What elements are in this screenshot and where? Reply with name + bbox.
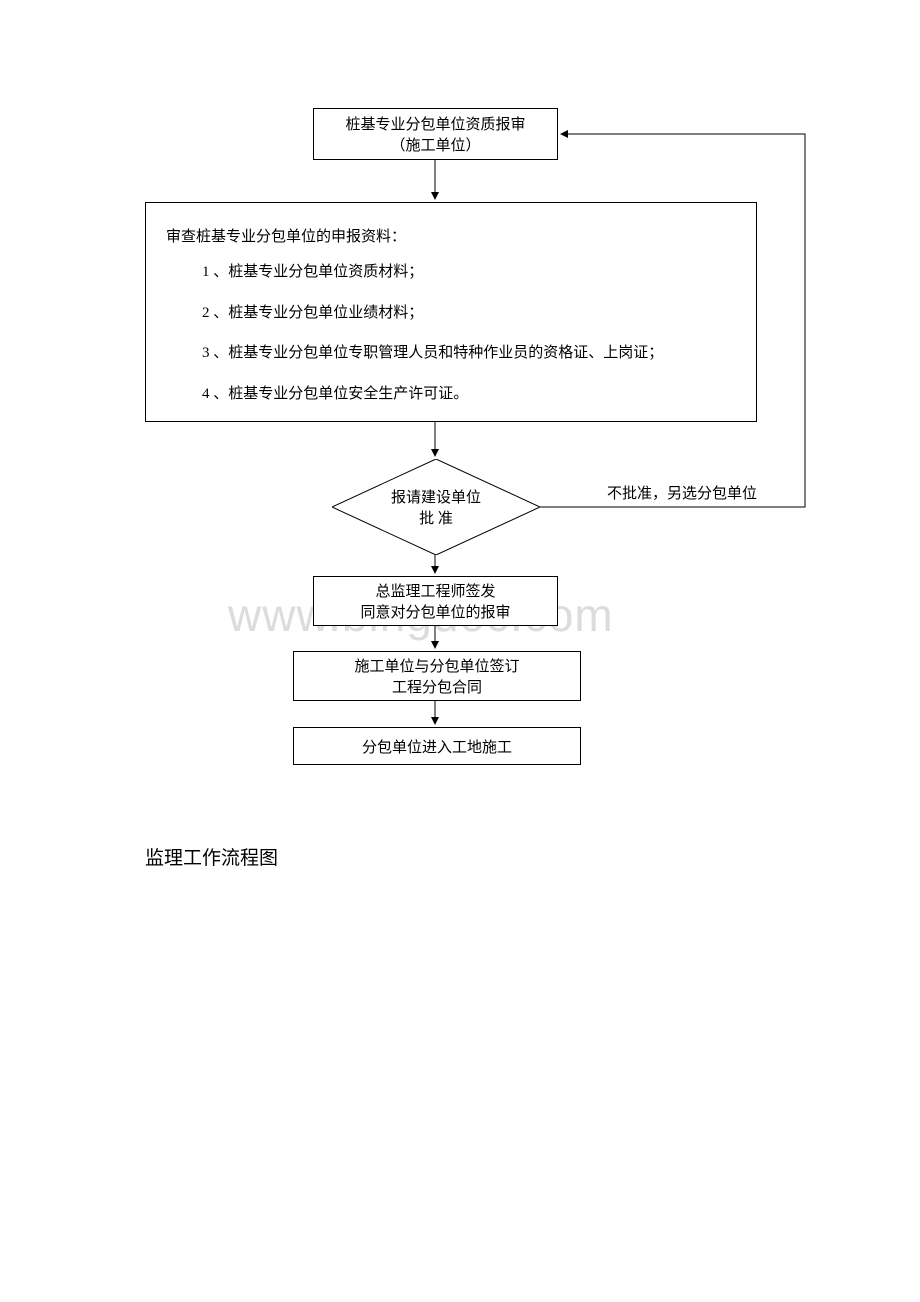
node-review-materials: 审查桩基专业分包单位的申报资料： 1 、桩基专业分包单位资质材料； 2 、桩基专… (145, 202, 757, 422)
node-sign-contract: 施工单位与分包单位签订 工程分包合同 (293, 651, 581, 701)
node-submit-qualification: 桩基专业分包单位资质报审 （施工单位） (313, 108, 558, 160)
list-heading: 审查桩基专业分包单位的申报资料： (166, 225, 736, 246)
flowchart-caption: 监理工作流程图 (145, 843, 278, 870)
node-line: 桩基专业分包单位资质报审 (345, 113, 525, 134)
node-decision-approval: 报请建设单位 批 准 (332, 459, 540, 555)
reject-branch-label: 不批准，另选分包单位 (607, 482, 757, 503)
node-chief-sign: 总监理工程师签发 同意对分包单位的报审 (313, 576, 558, 626)
node-line: 分包单位进入工地施工 (362, 736, 512, 757)
node-line: （施工单位） (390, 134, 480, 155)
node-enter-site: 分包单位进入工地施工 (293, 727, 581, 765)
list-item: 1 、桩基专业分包单位资质材料； (202, 258, 736, 287)
list-item: 2 、桩基专业分包单位业绩材料； (202, 299, 736, 328)
node-line: 总监理工程师签发 (375, 580, 495, 601)
node-line: 工程分包合同 (392, 676, 482, 697)
list-item: 3 、桩基专业分包单位专职管理人员和特种作业员的资格证、上岗证； (202, 339, 736, 368)
node-line: 同意对分包单位的报审 (360, 601, 510, 622)
flowchart-container: www.bingdoc.com 桩基专业分包单位资质报审 （施工单位） 审查桩基… (0, 0, 920, 780)
node-line: 批 准 (419, 507, 453, 528)
node-line: 报请建设单位 (391, 486, 481, 507)
node-line: 施工单位与分包单位签订 (354, 655, 519, 676)
list-item: 4 、桩基专业分包单位安全生产许可证。 (202, 380, 736, 409)
